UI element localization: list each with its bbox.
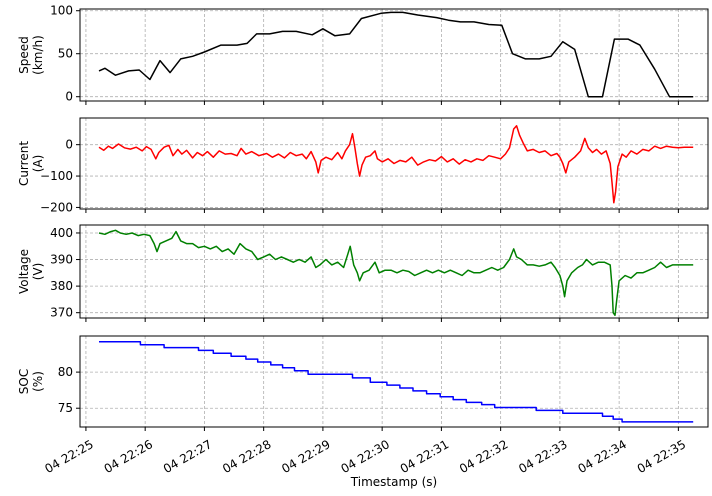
y-tick-label: 100 (50, 4, 73, 18)
voltage-series-line (98, 229, 694, 317)
panel-voltage: 370 380 390 400 Voltage (V) (17, 224, 709, 322)
current-axes-frame (79, 117, 709, 210)
y-tick-label: −100 (40, 169, 73, 183)
soc-y-axis-label: SOC (17, 369, 31, 394)
panel-speed: 0 50 100 Speed (km/h) (17, 4, 709, 105)
y-tick-label: 400 (50, 226, 73, 240)
panel-soc: 75 80 SOC (%) (17, 335, 709, 431)
x-axis-label: Timestamp (s) (350, 475, 437, 489)
y-tick-label: −200 (40, 200, 73, 214)
soc-axes-frame (79, 335, 709, 428)
speed-axes-frame (79, 8, 709, 102)
y-tick-label: 80 (58, 365, 73, 379)
speed-y-axis-label: Speed (17, 36, 31, 74)
current-series-line (98, 125, 694, 204)
y-tick-label: 0 (65, 90, 73, 104)
speed-y-axis-label: (km/h) (31, 35, 45, 75)
voltage-axes-frame (79, 224, 709, 319)
y-tick-label: 0 (65, 138, 73, 152)
voltage-y-axis-label: (V) (31, 263, 45, 281)
current-y-axis-label: (A) (31, 155, 45, 173)
voltage-y-axis-label: Voltage (17, 249, 31, 294)
soc-series-line (99, 341, 694, 423)
soc-y-axis-label: (%) (31, 371, 45, 392)
panel-current: −200 −100 0 Current (A) (17, 117, 709, 214)
speed-series-line (98, 11, 694, 98)
y-tick-label: 370 (50, 306, 73, 320)
y-tick-label: 380 (50, 279, 73, 293)
y-tick-label: 390 (50, 253, 73, 267)
current-y-axis-label: Current (17, 141, 31, 186)
y-tick-label: 75 (58, 401, 73, 415)
y-tick-label: 50 (58, 47, 73, 61)
